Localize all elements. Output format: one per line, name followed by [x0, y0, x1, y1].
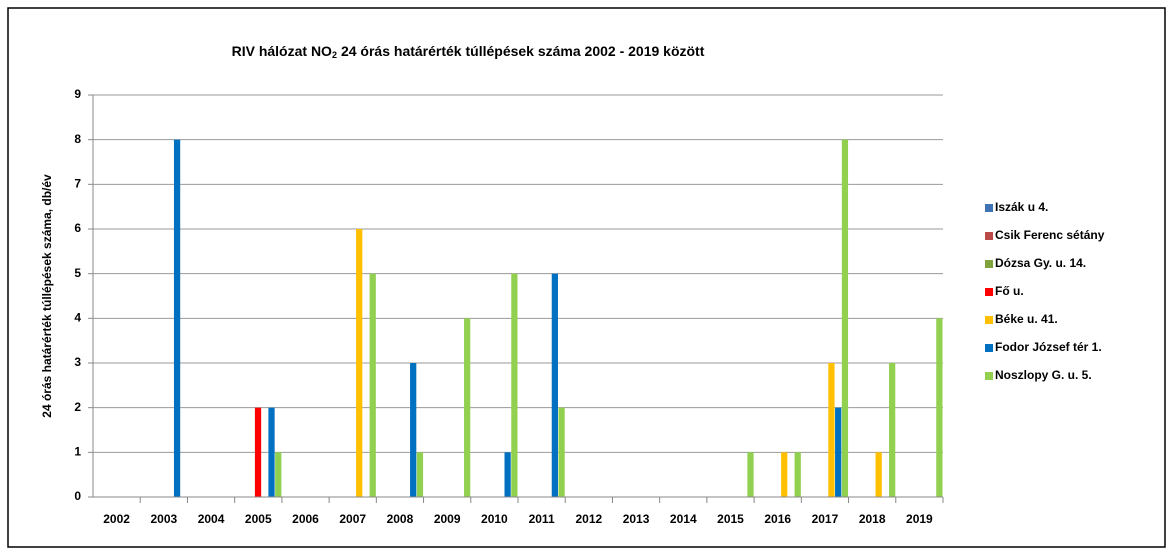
y-tick-label: 2	[74, 400, 81, 414]
bar	[268, 407, 275, 497]
x-tick-label: 2014	[670, 512, 697, 526]
x-tick-label: 2006	[292, 512, 319, 526]
legend-swatch	[985, 232, 993, 240]
bar	[464, 318, 471, 497]
legend-label: Fodor József tér 1.	[995, 340, 1102, 354]
legend-label: Béke u. 41.	[995, 312, 1058, 326]
x-tick-label: 2010	[481, 512, 508, 526]
y-tick-label: 1	[74, 445, 81, 459]
title-subscript: 2	[332, 50, 337, 60]
bar	[369, 273, 376, 497]
title-part: 24 órás határérték túllépések száma 2002…	[341, 43, 705, 59]
x-tick-label: 2009	[434, 512, 461, 526]
x-tick-label: 2011	[529, 512, 555, 526]
y-tick-label: 8	[74, 132, 81, 146]
bar	[511, 273, 518, 497]
legend-swatch	[985, 260, 993, 268]
bar	[794, 452, 801, 497]
legend-label: Dózsa Gy. u. 14.	[995, 256, 1086, 270]
bar	[416, 452, 424, 497]
x-tick-label: 2015	[717, 512, 744, 526]
chart-title: RIV hálózat NO2 24 órás határérték túllép…	[232, 43, 705, 61]
title-part: RIV hálózat NO	[232, 43, 332, 59]
bar	[781, 452, 788, 497]
x-tick-label: 2008	[387, 512, 414, 526]
x-tick-label: 2016	[764, 512, 791, 526]
legend-swatch	[985, 372, 993, 380]
bar	[747, 452, 754, 497]
x-tick-label: 2003	[150, 512, 177, 526]
legend-swatch	[985, 344, 993, 352]
legend-swatch	[985, 204, 993, 212]
x-tick-label: 2019	[906, 512, 933, 526]
bar	[410, 363, 417, 497]
bar	[551, 273, 558, 497]
x-tick-label: 2005	[245, 512, 272, 526]
legend-swatch	[985, 316, 993, 324]
y-tick-label: 3	[74, 355, 81, 369]
x-tick-label: 2007	[339, 512, 366, 526]
bar	[504, 452, 511, 497]
legend-label: Fő u.	[995, 284, 1024, 298]
bar	[936, 318, 943, 497]
legend-label: Iszák u 4.	[995, 200, 1048, 214]
bar	[356, 229, 363, 497]
y-tick-label: 7	[74, 177, 81, 191]
y-tick-label: 4	[74, 311, 81, 325]
bar	[841, 139, 849, 497]
x-tick-label: 2018	[859, 512, 886, 526]
bar	[173, 139, 181, 497]
chart-border	[7, 7, 1166, 548]
bar	[835, 407, 842, 497]
bar	[558, 407, 565, 497]
legend-swatch	[985, 288, 993, 296]
bar	[889, 363, 896, 497]
legend-label: Csik Ferenc sétány	[995, 228, 1105, 242]
y-tick-label: 6	[74, 221, 81, 235]
x-tick-label: 2004	[198, 512, 225, 526]
x-tick-label: 2013	[623, 512, 650, 526]
x-tick-label: 2017	[812, 512, 839, 526]
x-tick-label: 2002	[103, 512, 130, 526]
y-tick-label: 5	[74, 266, 81, 280]
bar	[275, 452, 282, 497]
y-tick-label: 0	[74, 489, 81, 503]
legend-label: Noszlopy G. u. 5.	[995, 368, 1092, 382]
y-tick-label: 9	[74, 87, 81, 101]
x-tick-label: 2012	[575, 512, 602, 526]
bar	[254, 407, 262, 497]
bar	[875, 452, 882, 497]
bar	[828, 363, 835, 497]
y-axis-label: 24 órás határérték túllépések száma, db/…	[40, 174, 54, 418]
